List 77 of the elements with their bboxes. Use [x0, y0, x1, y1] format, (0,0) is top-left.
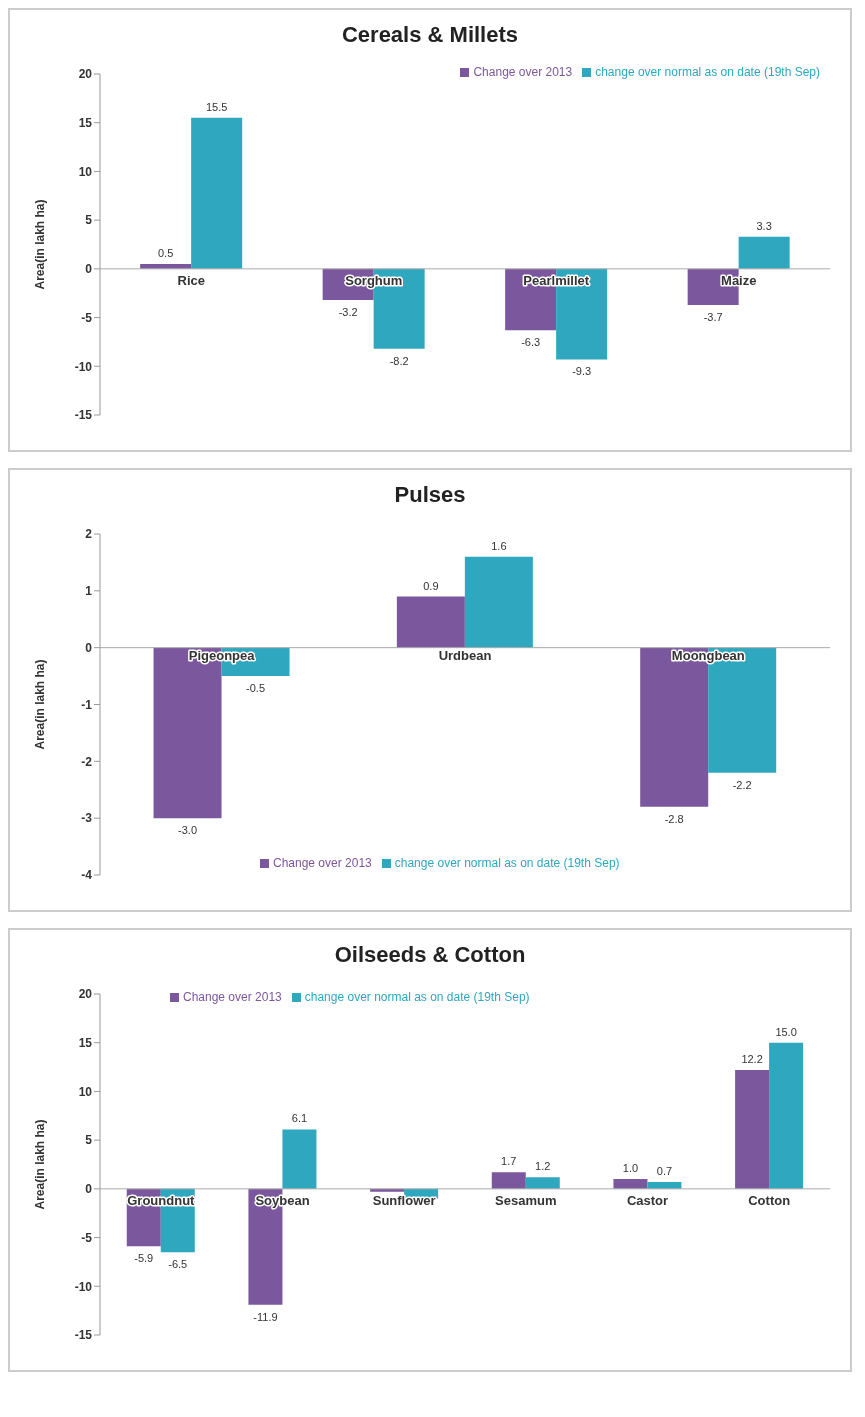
y-tick-label: 20 — [78, 987, 93, 1002]
data-label: -6.3 — [521, 336, 541, 349]
data-label: 1.2 — [535, 1160, 551, 1173]
data-label: 1.7 — [501, 1155, 517, 1168]
y-tick-label: -4 — [81, 868, 93, 883]
x-tick-label: Castor — [626, 1192, 669, 1208]
bar — [613, 1179, 648, 1189]
y-tick-label: 10 — [78, 164, 93, 179]
data-label: -3.7 — [703, 310, 723, 323]
data-label: -2.8 — [664, 812, 684, 825]
data-label: -5.9 — [134, 1252, 154, 1265]
data-label: -0.5 — [246, 682, 266, 695]
chart-title: Oilseeds & Cotton — [333, 942, 527, 968]
bar — [525, 1177, 560, 1189]
y-tick-label: -15 — [74, 1328, 93, 1343]
bar — [396, 596, 465, 648]
chart-title: Pulses — [393, 482, 467, 508]
data-label: -8.2 — [389, 354, 409, 367]
legend-label: change over normal as on date (19th Sep) — [394, 856, 620, 870]
x-tick-label: Urdbean — [438, 648, 492, 664]
data-label: -11.9 — [253, 1310, 278, 1323]
y-tick-label: -5 — [81, 1230, 93, 1245]
data-label: 12.2 — [741, 1052, 763, 1065]
data-label: -3.2 — [338, 306, 358, 319]
data-label: 1.0 — [622, 1162, 639, 1175]
bar — [464, 556, 533, 648]
y-axis-title: Area(in lakh ha) — [33, 659, 48, 750]
y-tick-label: 20 — [78, 67, 93, 82]
y-tick-label: 15 — [78, 115, 93, 130]
data-label: 3.3 — [756, 219, 772, 232]
data-label: -2.2 — [732, 778, 752, 791]
x-tick-label: Sunflower — [372, 1192, 436, 1208]
bar — [191, 117, 243, 269]
y-tick-label: -10 — [74, 1279, 93, 1294]
y-tick-label: -15 — [74, 408, 93, 423]
data-label: 0.9 — [423, 579, 439, 592]
x-tick-label: Rice — [177, 272, 205, 288]
bar — [769, 1042, 804, 1189]
y-tick-label: 15 — [78, 1035, 93, 1050]
x-tick-label: Sesamum — [495, 1192, 557, 1208]
y-tick-label: 0 — [85, 262, 93, 277]
x-tick-label: Sorghum — [345, 272, 403, 288]
y-tick-label: -2 — [81, 754, 93, 769]
y-tick-label: 5 — [85, 213, 93, 228]
y-tick-label: -10 — [74, 359, 93, 374]
y-tick-label: 0 — [85, 1182, 93, 1197]
y-tick-label: 2 — [85, 527, 93, 542]
legend-label: Change over 2013 — [273, 856, 372, 870]
legend-label: Change over 2013 — [473, 65, 573, 79]
data-label: 6.1 — [291, 1112, 308, 1125]
data-label: 1.6 — [491, 539, 507, 552]
y-tick-label: -1 — [81, 697, 93, 712]
y-tick-label: -5 — [81, 310, 93, 325]
y-tick-label: 1 — [85, 584, 93, 599]
bar — [282, 1129, 317, 1189]
data-label: -9.3 — [572, 365, 592, 378]
y-tick-label: -3 — [81, 811, 93, 826]
bar — [738, 236, 790, 269]
legend-label: Change over 2013 — [183, 990, 282, 1004]
y-tick-label: 10 — [78, 1084, 93, 1099]
chart-title: Cereals & Millets — [340, 22, 520, 48]
bar — [491, 1172, 526, 1189]
data-label: 15.5 — [205, 100, 228, 113]
data-label: 15.0 — [775, 1025, 797, 1038]
y-axis-title: Area(in lakh ha) — [33, 199, 48, 290]
data-label: -3.0 — [178, 824, 198, 837]
data-label: 0.5 — [158, 246, 174, 259]
y-tick-label: 5 — [85, 1133, 93, 1148]
bar — [735, 1069, 770, 1189]
x-tick-label: Moongbean — [671, 648, 745, 664]
data-label: -6.5 — [168, 1258, 188, 1271]
y-tick-label: 0 — [85, 640, 93, 655]
data-label: 0.7 — [656, 1165, 673, 1178]
legend-label: change over normal as on date (19th Sep) — [595, 65, 820, 79]
legend-label: change over normal as on date (19th Sep) — [304, 990, 530, 1004]
x-tick-label: Cotton — [748, 1192, 791, 1208]
y-axis-title: Area(in lakh ha) — [33, 1119, 48, 1210]
